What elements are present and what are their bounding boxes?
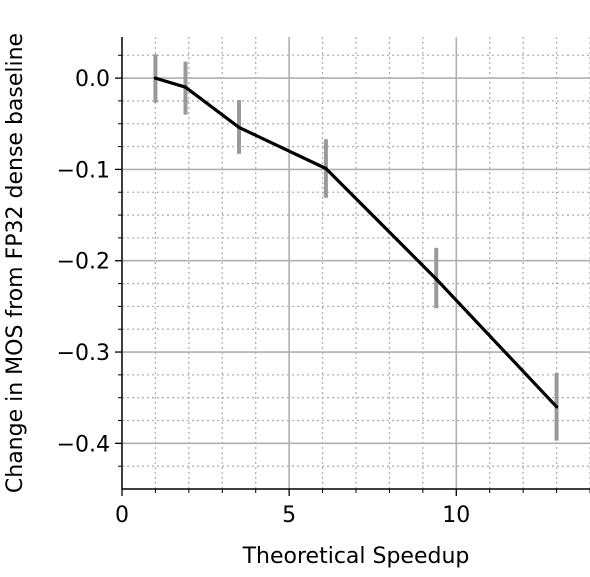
data-point [237,125,241,129]
y-axis-title: Change in MOS from FP32 dense baseline [3,33,28,493]
data-point [434,277,438,281]
x-axis-title: Theoretical Speedup [242,544,470,569]
x-tick-label: 10 [442,503,470,528]
series-line [154,76,558,408]
data-point [554,405,559,409]
data-point [153,76,158,80]
grid [121,37,590,489]
y-tick-label: 0.0 [75,67,110,92]
x-tick-label: 5 [282,503,296,528]
y-tick-label: −0.2 [57,250,110,275]
data-point [183,85,188,89]
series-layer [153,76,559,409]
y-tick-label: −0.3 [57,341,110,366]
ticks: 0 5 10 0.0 −0.1 −0.2 −0.3 −0.4 [57,54,590,528]
x-tick-label: 0 [115,503,129,528]
y-tick-label: −0.1 [57,158,110,183]
y-tick-label: −0.4 [57,432,110,457]
data-point [324,166,328,171]
